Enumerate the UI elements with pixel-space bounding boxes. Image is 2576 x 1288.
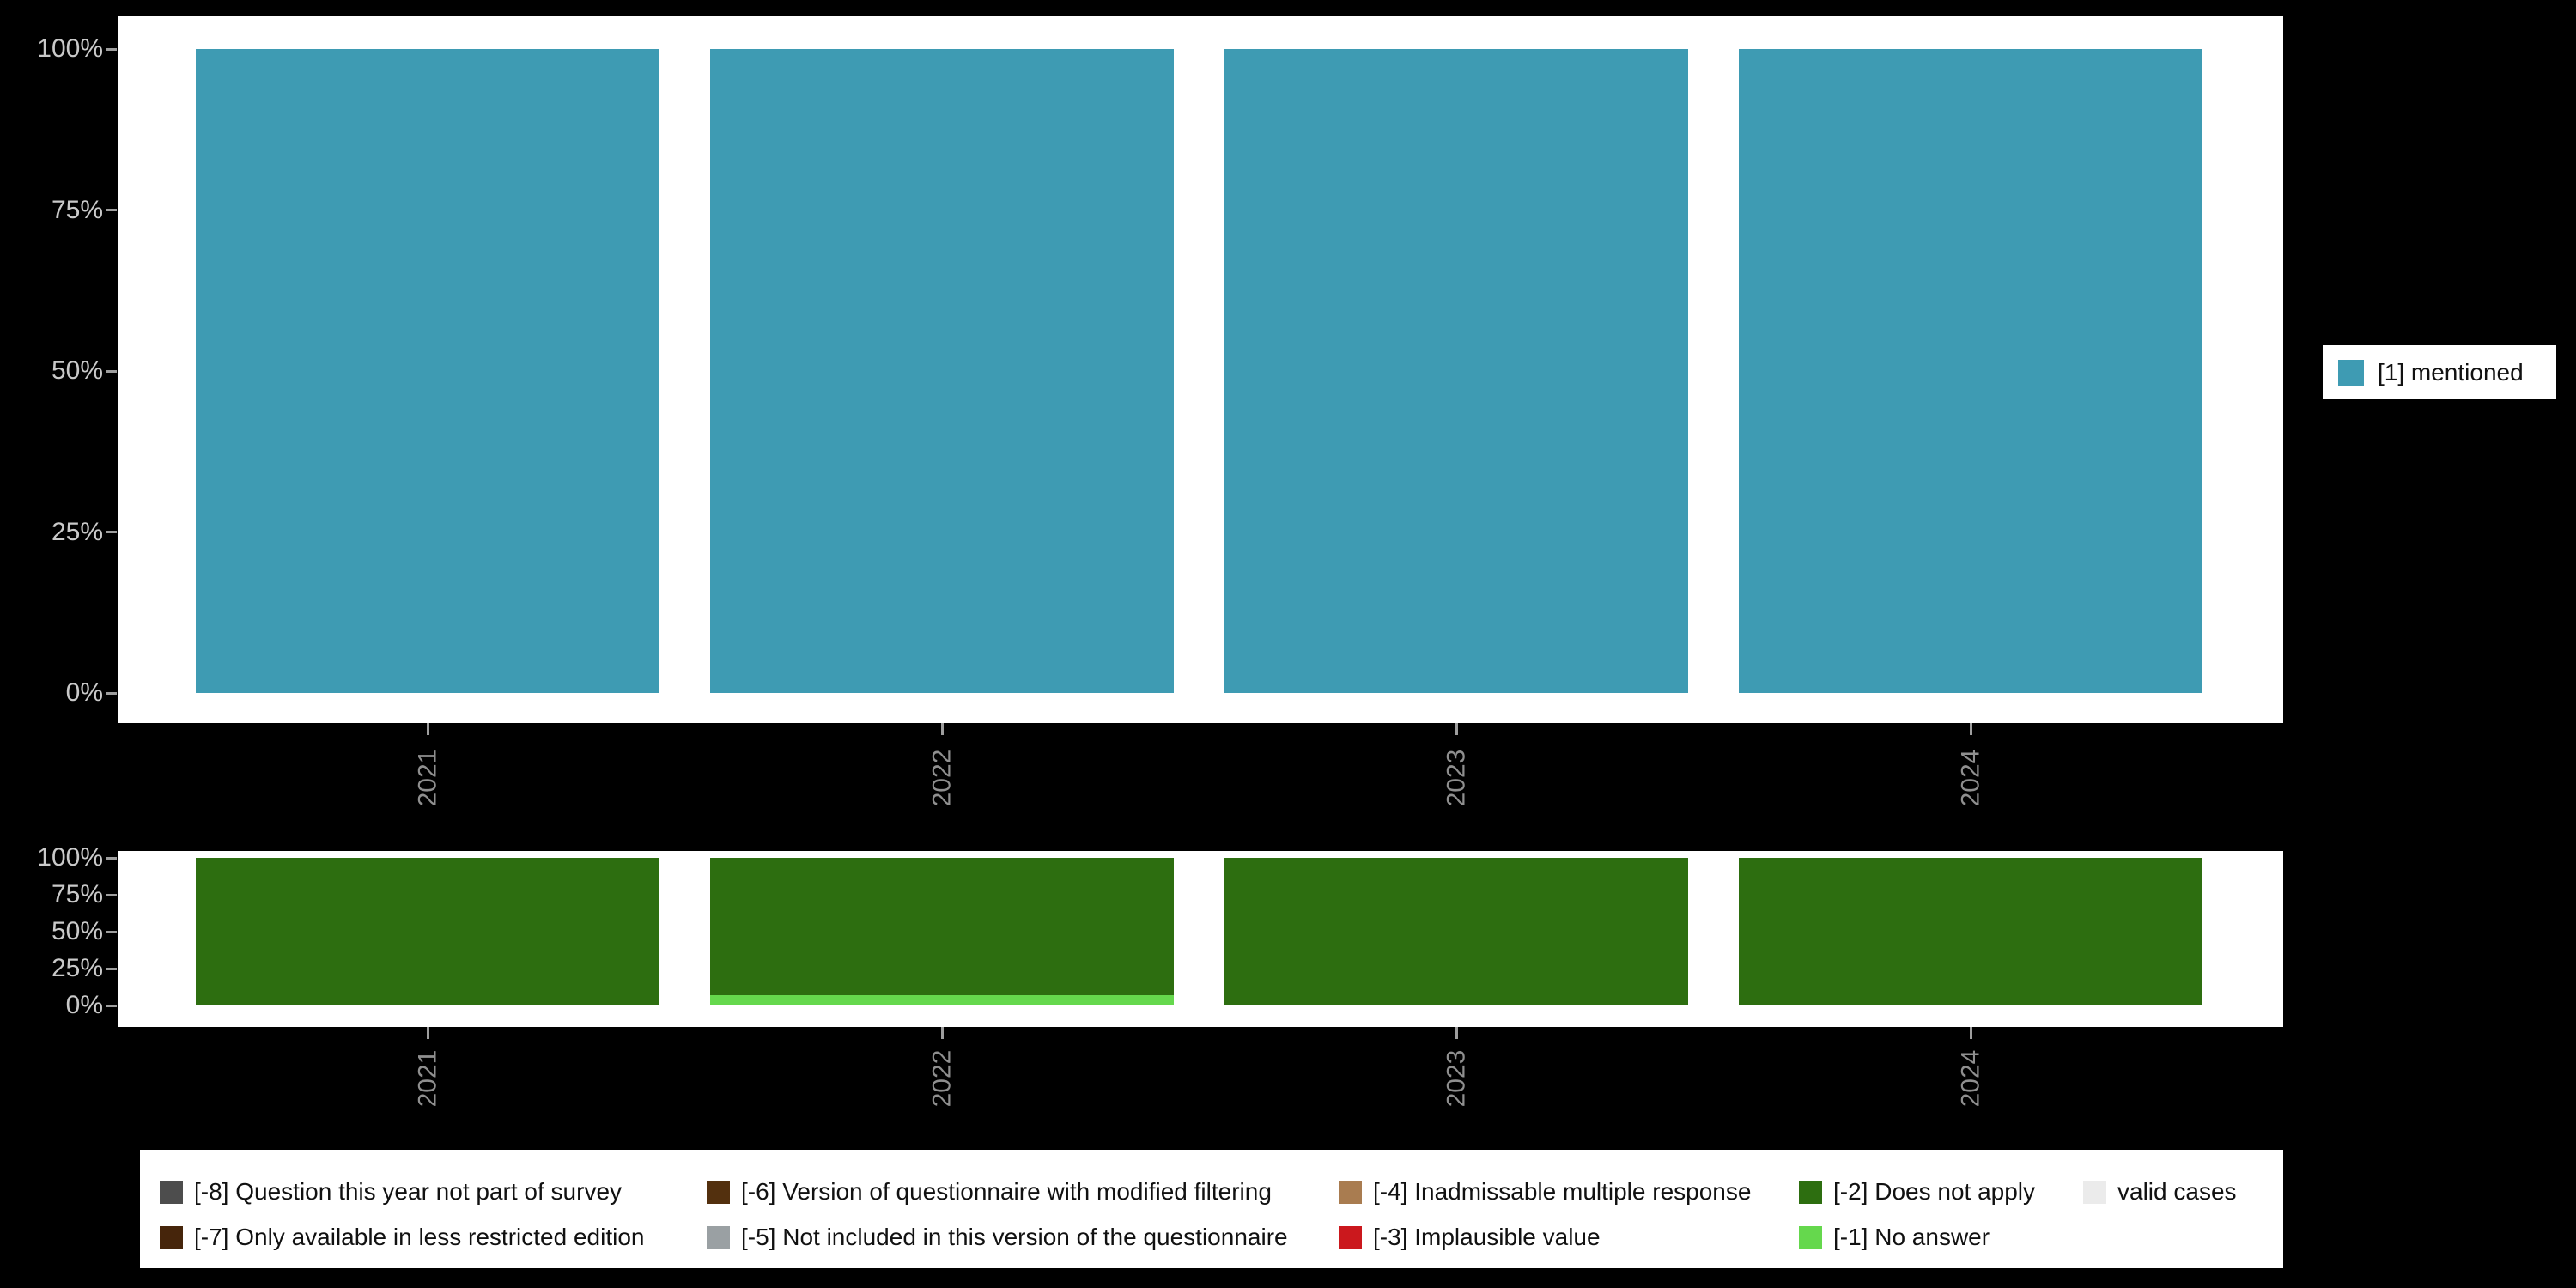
x-axis-year-label: 2022 [925,737,959,819]
legend-label: [-7] Only available in less restricted e… [194,1224,645,1250]
legend-label: [-2] Does not apply [1833,1178,2036,1205]
y-axis-tick-label: 0% [65,991,103,1019]
y-axis-tick-mark [106,1004,117,1007]
legend-swatch [707,1225,730,1249]
bar-segment-2-does-not-apply [710,858,1174,995]
y-axis-tick-label: 25% [51,517,103,546]
legend-swatch [1339,1180,1362,1204]
legend-item: valid cases [2083,1177,2237,1206]
y-axis-tick-mark [106,893,117,896]
missing-values-legend: [-8] Question this year not part of surv… [140,1150,2283,1268]
x-axis-year-label: 2021 [410,737,445,819]
bar-segment-2-does-not-apply [196,858,659,1005]
legend-item: [-5] Not included in this version of the… [707,1223,1288,1252]
y-axis-tick-mark [106,531,117,533]
x-axis-tick-mark [1455,1027,1458,1039]
x-axis-year-label: 2023 [1439,1036,1473,1121]
legend-label: valid cases [2117,1178,2237,1205]
x-axis-tick-mark [426,1027,429,1039]
x-axis-year-label-text: 2021 [413,1049,441,1108]
y-axis-tick-mark [106,209,117,211]
legend-label: [-8] Question this year not part of surv… [194,1178,623,1205]
legend-item: [-1] No answer [1799,1223,1990,1252]
legend-swatch [1799,1180,1822,1204]
y-axis-tick-mark [106,930,117,933]
y-axis-tick-label: 75% [51,195,103,224]
missing-values-chart-panel [118,851,2283,1027]
x-axis-year-label-text: 2024 [1956,749,1984,807]
y-axis-tick-mark [106,47,117,51]
x-axis-year-label: 2022 [925,1036,959,1121]
y-axis-tick-label: 100% [37,843,103,872]
legend-item: [-6] Version of questionnaire with modif… [707,1177,1272,1206]
mentioned-chart-legend: [1] mentioned [2323,345,2556,399]
x-axis-year-label: 2023 [1439,737,1473,819]
legend-item: [-4] Inadmissable multiple response [1339,1177,1751,1206]
legend-item: [-2] Does not apply [1799,1177,2035,1206]
legend-swatch [160,1225,183,1249]
legend-item: [-3] Implausible value [1339,1223,1601,1252]
legend-label: [-5] Not included in this version of the… [741,1224,1288,1250]
x-axis-year-label-text: 2024 [1956,1049,1984,1108]
x-axis-year-label-text: 2023 [1442,749,1470,807]
y-axis-tick-label: 100% [37,34,103,63]
legend-label: [-6] Version of questionnaire with modif… [741,1178,1272,1205]
legend-swatch [1339,1225,1362,1249]
legend-item: [-7] Only available in less restricted e… [160,1223,644,1252]
mentioned-legend-swatch [2338,359,2364,386]
mentioned-legend-label: [1] mentioned [2378,358,2524,386]
x-axis-year-label: 2021 [410,1036,445,1121]
x-axis-year-label: 2024 [1953,1036,1988,1121]
mentioned-chart-panel [118,16,2283,723]
bar-segment-2-does-not-apply [1224,858,1688,1005]
y-axis-tick-label: 50% [51,917,103,945]
legend-label: [-3] Implausible value [1373,1224,1601,1250]
y-axis-tick-label: 25% [51,954,103,982]
bar-segment-1-mentioned [1739,49,2202,693]
x-axis-year-label-text: 2022 [927,749,956,807]
bar-segment-1-mentioned [1224,49,1688,693]
y-axis-tick-mark [106,369,117,373]
x-axis-year-label-text: 2021 [413,749,441,807]
legend-swatch [1799,1225,1822,1249]
legend-item: [-8] Question this year not part of surv… [160,1177,622,1206]
x-axis-tick-mark [1969,723,1972,735]
x-axis-tick-mark [940,1027,944,1039]
x-axis-year-label: 2024 [1953,737,1988,819]
legend-label: [-1] No answer [1833,1224,1990,1250]
x-axis-tick-mark [1455,723,1458,735]
y-axis-tick-label: 0% [65,678,103,707]
legend-swatch [2083,1180,2106,1204]
bar-segment-1-mentioned [710,49,1174,693]
x-axis-year-label-text: 2023 [1442,1049,1470,1108]
bar-segment-2-does-not-apply [1739,858,2202,1005]
legend-swatch [160,1180,183,1204]
x-axis-year-label-text: 2022 [927,1049,956,1108]
legend-swatch [707,1180,730,1204]
y-axis-tick-label: 50% [51,356,103,385]
y-axis-tick-mark [106,691,117,695]
x-axis-tick-mark [426,723,429,735]
legend-label: [-4] Inadmissable multiple response [1373,1178,1752,1205]
y-axis-tick-mark [106,967,117,970]
bar-segment-1-no-answer [710,994,1174,1005]
y-axis-tick-label: 75% [51,880,103,908]
x-axis-tick-mark [940,723,944,735]
x-axis-tick-mark [1969,1027,1972,1039]
y-axis-tick-mark [106,856,117,860]
bar-segment-1-mentioned [196,49,659,693]
